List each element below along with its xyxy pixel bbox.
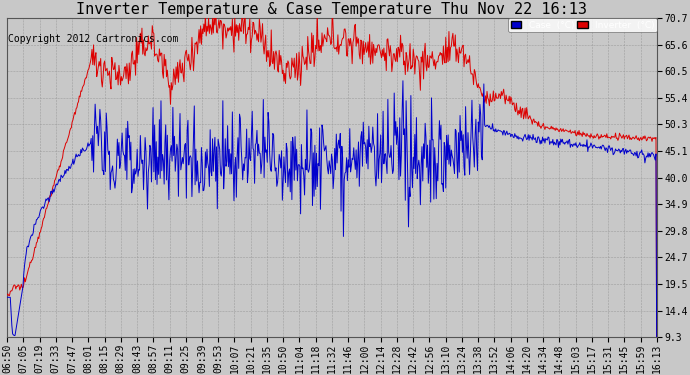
Legend: Case  (°C), Inverter  (°C): Case (°C), Inverter (°C) [509, 18, 657, 32]
Text: Copyright 2012 Cartronics.com: Copyright 2012 Cartronics.com [8, 34, 179, 44]
Title: Inverter Temperature & Case Temperature Thu Nov 22 16:13: Inverter Temperature & Case Temperature … [77, 2, 587, 17]
